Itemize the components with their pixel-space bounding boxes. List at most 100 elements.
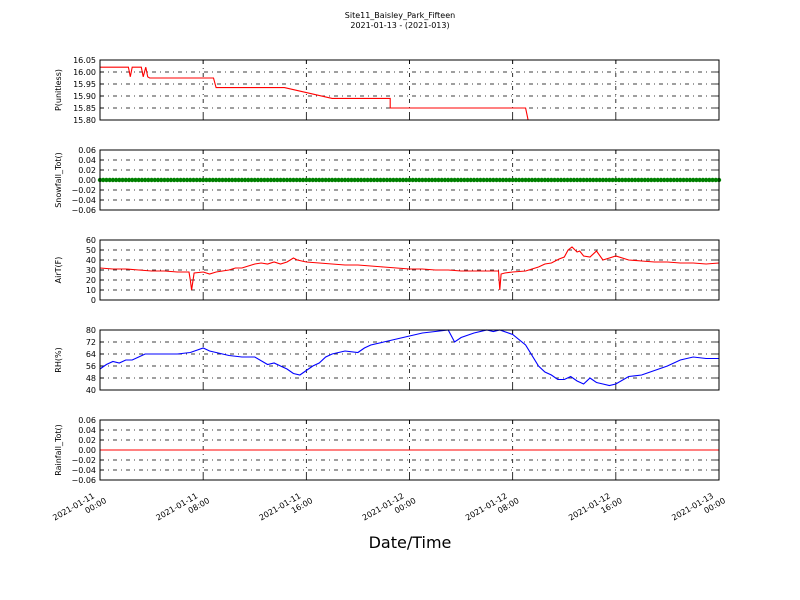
data-point [120,177,125,183]
data-point [574,177,580,183]
data-point [365,177,370,183]
data-point [684,177,689,183]
data-point [449,177,454,183]
data-point [213,177,219,183]
data-point [607,177,612,183]
data-point [475,177,480,183]
y-tick-label: 0.06 [78,146,96,155]
data-point [478,177,483,183]
data-point [336,177,341,183]
data-point [687,177,693,183]
data-point [242,177,248,183]
y-tick-label: 0.04 [78,426,96,435]
data-point [197,177,203,183]
panel-5: 0.060.040.020.00−0.02−0.04−0.06 Rainfall_… [54,416,720,485]
x-tick-label: 2021-01-1216:00 [567,487,624,531]
data-point [562,177,567,183]
data-point [210,177,216,183]
data-point [491,177,496,183]
data-point [281,177,286,183]
data-point [368,177,374,183]
data-point [317,177,322,183]
data-point [484,177,490,183]
data-point [465,177,470,183]
data-point [371,177,377,183]
data-point [442,177,448,183]
data-point [168,177,174,183]
data-point [246,177,251,183]
data-point [142,177,148,183]
data-point [194,177,199,183]
data-point [468,177,473,183]
data-point [416,177,422,183]
data-point [268,177,274,183]
data-point [713,177,718,183]
y-tick-label: 0.04 [78,156,96,165]
data-point [413,177,419,183]
data-point [655,177,660,183]
data-point [217,177,222,183]
series-line [100,66,596,121]
data-point [342,177,348,183]
data-point [307,177,312,183]
x-tick-label: 2021-01-1100:00 [51,487,108,531]
data-point [674,177,680,183]
data-point [188,177,193,183]
y-tick-label: 15.80 [73,116,96,125]
data-point [284,177,290,183]
data-point [394,177,399,183]
data-point [668,177,673,183]
data-point [375,177,380,183]
data-point [620,177,625,183]
data-point [600,177,606,183]
y-tick-label: −0.06 [71,206,96,215]
data-point [639,177,644,183]
data-point [500,177,506,183]
data-point [697,177,702,183]
data-point [220,177,225,183]
data-point [226,177,232,183]
y-tick-label: 0 [91,296,96,305]
data-point [507,177,512,183]
data-point [681,177,686,183]
data-point [545,177,551,183]
data-point [130,177,135,183]
series-line [99,246,720,291]
data-point [320,177,325,183]
data-point [184,177,190,183]
data-point [691,177,696,183]
data-point [558,177,564,183]
data-point [178,177,183,183]
data-point [594,177,599,183]
data-point [652,177,657,183]
data-point [632,177,638,183]
panel-2: 0.060.040.020.00−0.02−0.04−0.06 Snowfall_… [54,146,722,215]
data-point [139,177,145,183]
plot-frame [99,329,720,391]
y-tick-label: −0.02 [71,186,96,195]
data-point [404,177,409,183]
data-point [649,177,654,183]
data-point [420,177,425,183]
x-tick-label: 2021-01-1108:00 [154,487,211,531]
y-tick-label: 15.95 [73,80,96,89]
data-point [536,177,541,183]
y-tick-label: 20 [86,276,96,285]
y-tick-label: −0.06 [71,476,96,485]
chart-title: Site11_Baisley_Park_Fifteen [344,11,456,20]
y-tick-label: 50 [86,246,96,255]
data-point [391,177,396,183]
data-point [358,177,364,183]
data-point [278,177,283,183]
data-point [300,177,306,183]
data-point [455,177,461,183]
panel-4: 80 72 64 56 48 40 RH(%) [54,326,720,395]
data-point [516,177,522,183]
y-tick-label: 16.05 [73,56,96,65]
data-point [136,177,141,183]
data-point [107,177,112,183]
data-point [291,177,296,183]
y-tick-label: 40 [86,386,96,395]
